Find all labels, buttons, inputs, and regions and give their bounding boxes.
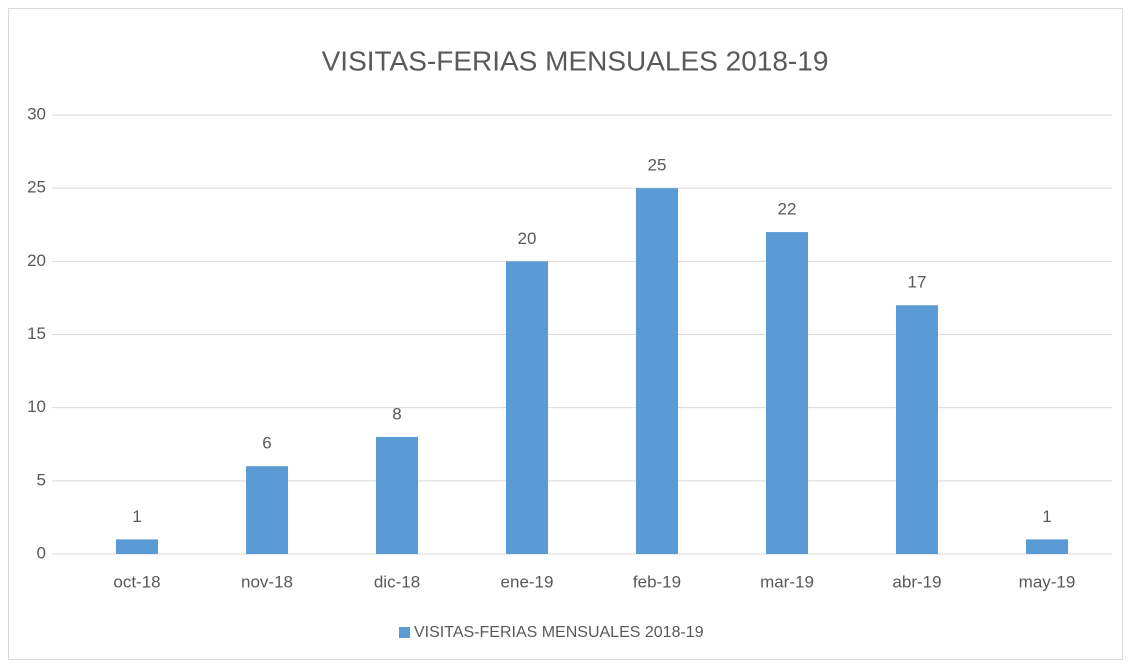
x-tick-label: oct-18 — [113, 572, 160, 591]
data-label: 17 — [908, 273, 927, 292]
chart-title: VISITAS-FERIAS MENSUALES 2018-19 — [322, 45, 829, 76]
y-tick-label: 20 — [27, 251, 46, 270]
legend-label: VISITAS-FERIAS MENSUALES 2018-19 — [414, 624, 704, 641]
y-tick-label: 25 — [27, 178, 46, 197]
bar — [506, 261, 548, 554]
bar — [896, 305, 938, 554]
bar — [246, 466, 288, 554]
data-label: 1 — [1042, 507, 1051, 526]
y-tick-label: 15 — [27, 324, 46, 343]
bar — [376, 436, 418, 554]
x-tick-label: dic-18 — [374, 572, 420, 591]
bar — [636, 188, 678, 554]
data-label: 1 — [132, 507, 141, 526]
bar — [766, 232, 808, 555]
y-tick-label: 0 — [37, 543, 46, 562]
x-tick-label: may-19 — [1019, 572, 1076, 591]
x-tick-label: mar-19 — [760, 572, 814, 591]
y-tick-label: 5 — [37, 470, 46, 489]
data-label: 20 — [518, 229, 537, 248]
x-tick-label: ene-19 — [501, 572, 554, 591]
bar — [1026, 539, 1068, 554]
data-label: 25 — [648, 156, 667, 175]
bar — [116, 539, 158, 554]
y-tick-label: 30 — [27, 104, 46, 123]
legend-swatch — [399, 627, 410, 638]
data-label: 22 — [778, 200, 797, 219]
x-tick-label: feb-19 — [633, 572, 681, 591]
x-tick-label: nov-18 — [241, 572, 293, 591]
x-tick-label: abr-19 — [892, 572, 941, 591]
data-label: 8 — [392, 404, 401, 423]
data-label: 6 — [262, 434, 271, 453]
y-tick-label: 10 — [27, 397, 46, 416]
